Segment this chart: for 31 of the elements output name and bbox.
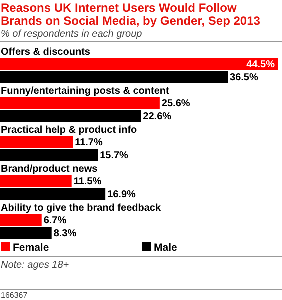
- legend-label: Male: [154, 242, 178, 254]
- chart-title: Reasons UK Internet Users Would Follow Brands on Social Media, by Gender, Sep 2013: [1, 1, 261, 28]
- data-label: 11.5%: [74, 176, 102, 188]
- bar: [0, 58, 278, 70]
- data-label: 25.6%: [162, 98, 190, 110]
- data-label: 22.6%: [143, 112, 172, 122]
- data-label: 11.7%: [75, 138, 104, 148]
- bar: [0, 175, 72, 187]
- data-label: 6.7%: [44, 216, 67, 226]
- y-tick-label: Brand/product news: [1, 164, 98, 175]
- data-label: 15.7%: [100, 150, 129, 162]
- y-tick-label: Practical help & product info: [1, 125, 138, 136]
- y-tick-label: Offers & discounts: [1, 47, 91, 58]
- y-tick-label: Ability to give the brand feedback: [1, 203, 162, 214]
- bar: [0, 97, 160, 109]
- bar: [0, 71, 228, 83]
- text: Note: ages 18+: [1, 260, 70, 271]
- data-label: 16.9%: [108, 190, 136, 200]
- legend-label: Female: [13, 242, 50, 254]
- bar: [0, 136, 74, 148]
- bar: [0, 188, 106, 200]
- bar: [0, 227, 52, 239]
- y-tick-label: Funny/entertaining posts & content: [1, 86, 170, 97]
- data-label: 36.5%: [230, 72, 258, 84]
- data-label: 44.5%: [246, 60, 276, 70]
- bar: [0, 110, 142, 122]
- bar: [0, 214, 42, 226]
- data-label: 8.3%: [54, 228, 77, 240]
- bar: [0, 149, 98, 161]
- chart-subtitle: % of respondents in each group: [1, 29, 143, 40]
- text: 166367: [1, 291, 28, 300]
